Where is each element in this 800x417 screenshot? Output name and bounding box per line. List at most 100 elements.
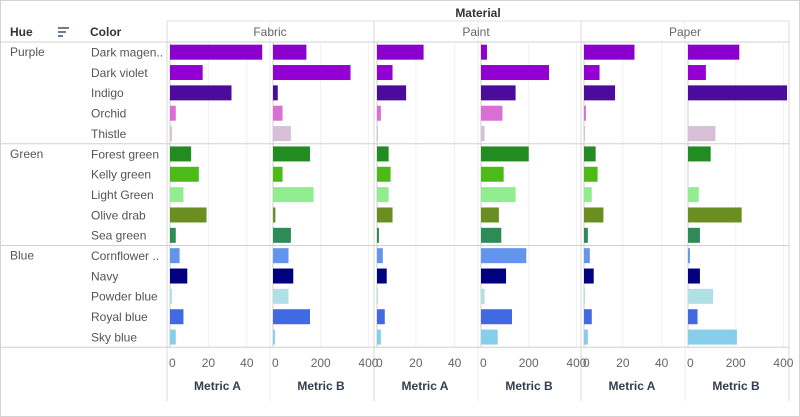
bar	[273, 166, 283, 182]
bar	[377, 248, 383, 264]
tick-label: 200	[726, 356, 746, 370]
bar	[170, 44, 263, 60]
bar	[688, 268, 700, 284]
tick-label: 0	[480, 356, 487, 370]
axis-title: Metric A	[194, 379, 241, 393]
labels: Fabric Paint Paper Purple Dark magen.. Dark v…	[10, 25, 794, 393]
bar	[377, 187, 389, 203]
bar	[584, 329, 588, 345]
axis-title: Metric A	[609, 379, 656, 393]
axis-title: Metric B	[297, 379, 345, 393]
tick-label: 20	[202, 356, 216, 370]
bar	[688, 248, 690, 264]
bar	[273, 248, 289, 264]
bar	[584, 309, 592, 325]
tick-label: 0	[687, 356, 694, 370]
bar	[170, 166, 199, 182]
bar	[481, 105, 503, 121]
bar	[688, 44, 740, 60]
color-label: Thistle	[91, 127, 127, 141]
tick-label: 400	[773, 356, 793, 370]
bar	[481, 227, 502, 243]
bar	[170, 248, 180, 264]
column-header-material: Material	[455, 6, 500, 20]
bar	[688, 227, 700, 243]
bar	[377, 329, 381, 345]
color-label: Light Green	[91, 188, 154, 202]
bar	[688, 146, 711, 162]
tick-label: 40	[448, 356, 462, 370]
bar	[377, 207, 393, 223]
sort-descending-icon[interactable]	[56, 25, 70, 39]
bar	[481, 146, 529, 162]
bar	[584, 268, 594, 284]
bar	[273, 288, 289, 304]
bar	[273, 105, 283, 121]
color-label: Orchid	[91, 107, 126, 121]
bar	[688, 187, 699, 203]
bar	[481, 207, 499, 223]
axis-title: Metric B	[712, 379, 760, 393]
bar	[481, 126, 485, 142]
bar	[584, 248, 590, 264]
bar	[377, 166, 391, 182]
bar	[377, 105, 381, 121]
bar	[273, 65, 351, 81]
color-label: Navy	[91, 269, 118, 283]
color-label: Indigo	[91, 86, 124, 100]
bar	[688, 288, 714, 304]
bar	[377, 309, 385, 325]
tick-label: 40	[240, 356, 254, 370]
color-label: Forest green	[91, 147, 159, 161]
bar	[584, 187, 592, 203]
bar	[377, 85, 407, 101]
color-label: Cornflower ..	[91, 249, 159, 263]
bar	[273, 207, 276, 223]
bar	[170, 329, 176, 345]
tick-label: 0	[169, 356, 176, 370]
axis-title: Metric B	[505, 379, 553, 393]
axis-title: Metric A	[402, 379, 449, 393]
tick-label: 400	[566, 356, 586, 370]
tick-label: 400	[358, 356, 378, 370]
color-label: Sea green	[91, 229, 146, 243]
color-label: Kelly green	[91, 168, 151, 182]
bar	[170, 288, 172, 304]
bar	[688, 126, 716, 142]
bar	[481, 166, 504, 182]
bar	[481, 309, 513, 325]
bar	[584, 288, 585, 304]
color-label: Dark magen..	[91, 46, 163, 60]
bar	[170, 85, 232, 101]
bar	[377, 146, 389, 162]
color-label: Dark violet	[91, 66, 148, 80]
bar	[273, 227, 291, 243]
bar	[377, 288, 378, 304]
bar	[481, 85, 516, 101]
bar	[170, 126, 172, 142]
tick-label: 0	[376, 356, 383, 370]
bar	[273, 146, 310, 162]
bar	[584, 166, 598, 182]
bar	[170, 227, 176, 243]
bar	[170, 207, 207, 223]
tick-label: 0	[583, 356, 590, 370]
bar	[481, 65, 549, 81]
bar	[377, 268, 387, 284]
material-label: Paper	[669, 25, 701, 39]
bar	[170, 187, 184, 203]
hue-label: Blue	[10, 249, 34, 263]
hue-label: Green	[10, 147, 43, 161]
bar	[481, 44, 487, 60]
color-label: Powder blue	[91, 290, 158, 304]
bar	[481, 329, 498, 345]
bar	[273, 268, 294, 284]
bar	[688, 309, 698, 325]
bar	[481, 248, 527, 264]
bar	[584, 65, 600, 81]
bar	[273, 187, 314, 203]
bar	[584, 227, 588, 243]
color-label: Royal blue	[91, 310, 148, 324]
hue-label: Purple	[10, 45, 45, 59]
